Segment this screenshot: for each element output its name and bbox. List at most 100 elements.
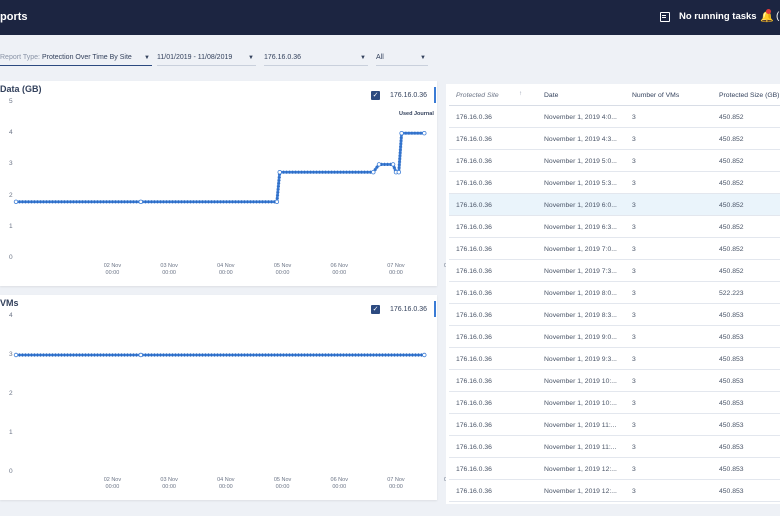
y-tick-label: 0 bbox=[9, 254, 13, 261]
data-point[interactable] bbox=[13, 199, 19, 204]
checkbox-checked-icon[interactable]: ✓ bbox=[371, 305, 380, 314]
data-point[interactable] bbox=[371, 169, 376, 175]
cell-number-of-vms: 3 bbox=[632, 356, 636, 363]
data-point[interactable] bbox=[277, 169, 282, 175]
cell-number-of-vms: 3 bbox=[632, 114, 636, 121]
table-row[interactable]: 176.16.0.36 November 1, 2019 7:0... 3 450.8… bbox=[449, 238, 780, 260]
cell-number-of-vms: 3 bbox=[632, 488, 636, 495]
table-row[interactable]: 176.16.0.36 November 1, 2019 5:0... 3 450.8… bbox=[449, 150, 780, 172]
x-tick-label: 03 Nov 00:00 bbox=[154, 263, 184, 277]
x-tick-day: 05 Nov bbox=[273, 263, 292, 269]
x-tick-time: 00:00 bbox=[105, 270, 120, 276]
report-type-select[interactable]: Report Type: Protection Over Time By Sit… bbox=[0, 50, 152, 66]
data-point[interactable] bbox=[376, 162, 382, 167]
column-header-date[interactable]: Date bbox=[544, 92, 559, 99]
cell-protected-size: 450.853 bbox=[719, 400, 744, 407]
x-tick-time: 00:00 bbox=[389, 484, 403, 490]
cell-protected-size: 450.852 bbox=[719, 246, 744, 253]
chart-legend[interactable]: ✓ 176.16.0.36 bbox=[371, 91, 427, 100]
table-row[interactable]: 176.16.0.36 November 1, 2019 4:0... 3 450.8… bbox=[449, 106, 780, 128]
cell-date: November 1, 2019 9:3... bbox=[544, 356, 617, 363]
table-row[interactable]: 176.16.0.36 November 1, 2019 4:3... 3 450.8… bbox=[449, 128, 780, 150]
cell-date: November 1, 2019 12:... bbox=[544, 466, 617, 473]
data-point[interactable] bbox=[390, 162, 396, 167]
cell-protected-size: 450.852 bbox=[719, 114, 744, 121]
cell-number-of-vms: 3 bbox=[632, 158, 636, 165]
cell-protected-site: 176.16.0.36 bbox=[456, 466, 492, 473]
table-row[interactable]: 176.16.0.36 November 1, 2019 11:... 3 450.8… bbox=[449, 436, 780, 458]
data-gb-chart-card: Data (GB) ✓ 176.16.0.36 Used Journal 5 4 3… bbox=[0, 81, 461, 286]
data-point[interactable] bbox=[274, 199, 280, 204]
cell-protected-site: 176.16.0.36 bbox=[456, 268, 492, 275]
cell-protected-size: 450.853 bbox=[719, 356, 744, 363]
x-tick-day: 07 Nov bbox=[387, 263, 405, 269]
cell-number-of-vms: 3 bbox=[632, 268, 636, 275]
table-row[interactable]: 176.16.0.36 November 1, 2019 10:... 3 450.8… bbox=[449, 392, 780, 414]
chart-legend[interactable]: ✓ 176.16.0.36 bbox=[371, 305, 427, 314]
notification-badge bbox=[766, 9, 771, 14]
chevron-down-icon: ▼ bbox=[360, 55, 366, 61]
date-range-value: 11/01/2019 - 11/08/2019 bbox=[157, 54, 233, 61]
legend-indicator bbox=[434, 87, 436, 103]
data-point[interactable] bbox=[138, 199, 143, 204]
chevron-down-icon: ▼ bbox=[420, 55, 426, 61]
sort-arrow-icon[interactable]: ↑ bbox=[519, 91, 522, 97]
data-point[interactable] bbox=[396, 169, 401, 175]
cell-date: November 1, 2019 7:0... bbox=[544, 246, 617, 253]
data-point[interactable] bbox=[422, 352, 427, 358]
cell-date: November 1, 2019 11:... bbox=[544, 422, 617, 429]
cell-protected-size: 450.852 bbox=[719, 224, 744, 231]
x-tick-time: 00:00 bbox=[105, 484, 120, 490]
data-point[interactable] bbox=[399, 131, 404, 136]
legend-label: 176.16.0.36 bbox=[390, 92, 427, 99]
cell-protected-size: 450.853 bbox=[719, 378, 744, 385]
legend-indicator bbox=[434, 301, 436, 317]
chart-title: VMs bbox=[0, 298, 19, 308]
column-header-protected-site[interactable]: Protected Site bbox=[456, 92, 499, 99]
table-row[interactable]: 176.16.0.36 November 1, 2019 5:3... 3 450.8… bbox=[449, 172, 780, 194]
vms-select[interactable]: All ▼ bbox=[376, 50, 428, 66]
cell-protected-site: 176.16.0.36 bbox=[456, 224, 492, 231]
cell-protected-size: 450.852 bbox=[719, 180, 744, 187]
table-row[interactable]: 176.16.0.36 November 1, 2019 11:... 3 450.8… bbox=[449, 414, 780, 436]
cell-date: November 1, 2019 4:3... bbox=[544, 136, 617, 143]
cell-protected-size: 450.853 bbox=[719, 422, 744, 429]
running-tasks-label: No running tasks bbox=[679, 11, 757, 22]
y-tick-label: 3 bbox=[9, 351, 13, 358]
column-header-protected-size[interactable]: Protected Size (GB) bbox=[719, 92, 780, 99]
running-tasks-button[interactable]: No running tasks bbox=[660, 11, 757, 22]
chart-title: Data (GB) bbox=[0, 84, 42, 94]
y-tick-label: 1 bbox=[9, 429, 13, 436]
notifications-bell-icon[interactable]: 🔔 bbox=[760, 9, 774, 23]
data-gb-chart bbox=[13, 131, 427, 204]
data-point[interactable] bbox=[13, 352, 19, 358]
x-tick-day: 05 Nov bbox=[273, 477, 292, 483]
table-row[interactable]: 176.16.0.36 November 1, 2019 12:... 3 450.8… bbox=[449, 480, 780, 502]
series-line[interactable] bbox=[16, 131, 425, 204]
table-row[interactable]: 176.16.0.36 November 1, 2019 8:0... 3 522.2… bbox=[449, 282, 780, 304]
site-select[interactable]: 176.16.0.36 ▼ bbox=[264, 50, 368, 66]
data-point[interactable] bbox=[422, 131, 427, 136]
table-row[interactable]: 176.16.0.36 November 1, 2019 9:3... 3 450.8… bbox=[449, 348, 780, 370]
table-row[interactable]: 176.16.0.36 November 1, 2019 8:3... 3 450.8… bbox=[449, 304, 780, 326]
date-range-select[interactable]: 11/01/2019 - 11/08/2019 ▼ bbox=[157, 50, 256, 66]
column-header-number-of-vms[interactable]: Number of VMs bbox=[632, 92, 680, 99]
data-point[interactable] bbox=[138, 352, 143, 358]
report-type-value: Protection Over Time By Site bbox=[41, 54, 132, 61]
table-row[interactable]: 176.16.0.36 November 1, 2019 6:0... 3 450.8… bbox=[449, 194, 780, 216]
table-row[interactable]: 176.16.0.36 November 1, 2019 9:0... 3 450.8… bbox=[449, 326, 780, 348]
checkbox-checked-icon[interactable]: ✓ bbox=[371, 91, 380, 100]
x-tick-day: 06 Nov bbox=[330, 263, 348, 269]
x-tick-time: 00:00 bbox=[332, 484, 347, 490]
cell-number-of-vms: 3 bbox=[632, 246, 636, 253]
y-tick-label: 2 bbox=[9, 390, 13, 397]
table-row[interactable]: 176.16.0.36 November 1, 2019 12:... 3 450.8… bbox=[449, 458, 780, 480]
cell-protected-size: 522.223 bbox=[719, 290, 744, 297]
x-tick-time: 00:00 bbox=[218, 270, 233, 276]
x-tick-label: 03 Nov 00:00 bbox=[154, 477, 184, 491]
table-row[interactable]: 176.16.0.36 November 1, 2019 7:3... 3 450.8… bbox=[449, 260, 780, 282]
x-tick-label: 04 Nov 00:00 bbox=[211, 263, 241, 277]
user-menu-fragment[interactable]: ( bbox=[776, 11, 780, 22]
table-row[interactable]: 176.16.0.36 November 1, 2019 6:3... 3 450.8… bbox=[449, 216, 780, 238]
table-row[interactable]: 176.16.0.36 November 1, 2019 10:... 3 450.8… bbox=[449, 370, 780, 392]
